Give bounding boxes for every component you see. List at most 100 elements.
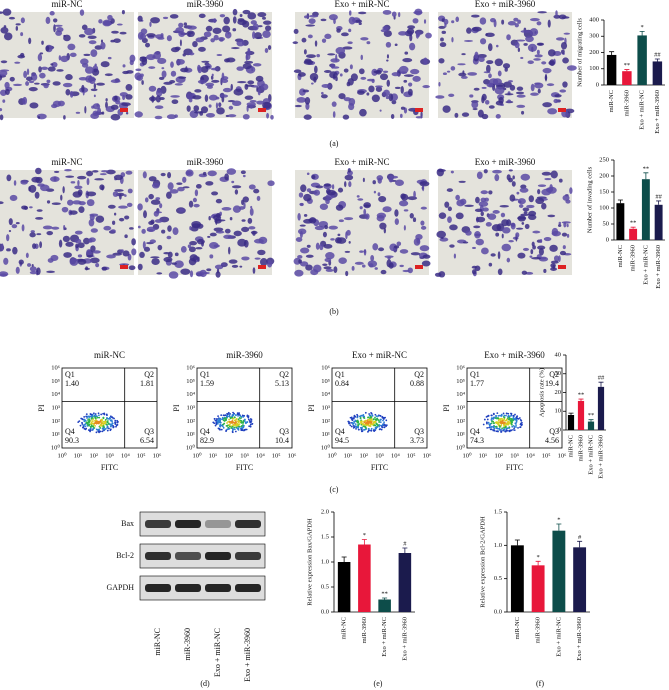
stained-cell <box>295 237 303 242</box>
stained-cell <box>163 251 170 255</box>
stained-cell <box>460 198 467 205</box>
stained-cell <box>250 205 253 209</box>
y-tick-label: 2.0 <box>321 508 329 515</box>
event <box>87 429 90 431</box>
stained-cell <box>86 170 94 177</box>
stained-cell <box>404 51 409 55</box>
stained-cell <box>151 182 160 189</box>
x-axis-label: FITC <box>371 463 388 472</box>
quadrant-name: Q2 <box>549 370 559 379</box>
event <box>226 424 229 427</box>
event <box>81 423 84 425</box>
stained-cell <box>26 68 30 76</box>
significance: ** <box>624 62 631 69</box>
event <box>249 423 252 426</box>
stained-cell <box>293 28 299 34</box>
y-tick-label: 1.5 <box>494 508 502 515</box>
stained-cell <box>294 104 302 108</box>
stained-cell <box>83 237 90 245</box>
stained-cell <box>559 89 567 93</box>
stained-cell <box>451 20 455 24</box>
stained-cell <box>543 236 552 242</box>
stained-cell <box>0 69 10 72</box>
significance: * <box>641 24 644 31</box>
stained-cell <box>246 105 249 112</box>
stained-cell <box>356 195 360 198</box>
event <box>380 428 383 431</box>
stained-cell <box>306 172 310 176</box>
quadrant-name: Q2 <box>144 370 154 379</box>
stained-cell <box>265 25 272 32</box>
stained-cell <box>214 264 224 270</box>
stained-cell <box>483 71 491 74</box>
event <box>374 413 377 416</box>
stained-cell <box>298 259 302 264</box>
stained-cell <box>72 191 82 198</box>
event <box>355 425 358 428</box>
stained-cell <box>545 187 554 193</box>
stained-cell <box>319 203 329 211</box>
stained-cell <box>483 169 488 174</box>
stained-cell <box>88 40 97 45</box>
stained-cell <box>252 267 256 274</box>
stained-cell <box>516 86 524 91</box>
stained-cell <box>207 235 211 238</box>
stained-cell <box>95 215 105 223</box>
event <box>251 423 253 425</box>
stained-cell <box>3 257 9 265</box>
stained-cell <box>171 262 177 265</box>
stained-cell <box>49 176 60 182</box>
event <box>87 421 90 424</box>
y-tick-label: 10² <box>457 418 466 425</box>
event <box>366 421 369 424</box>
event <box>497 430 499 433</box>
stained-cell <box>398 12 401 18</box>
stained-cell <box>148 193 154 200</box>
stained-cell <box>438 82 441 87</box>
x-tick-label: Exo + miR-NC <box>642 245 649 285</box>
stained-cell <box>515 39 526 42</box>
stained-cell <box>299 202 304 207</box>
event <box>98 421 101 424</box>
stained-cell <box>320 94 328 99</box>
stained-cell <box>99 173 107 176</box>
stained-cell <box>543 268 547 274</box>
stained-cell <box>242 113 250 120</box>
stained-cell <box>373 190 377 194</box>
stained-cell <box>252 230 256 236</box>
stained-cell <box>188 246 196 253</box>
stained-cell <box>194 111 203 114</box>
event <box>356 415 359 417</box>
stained-cell <box>304 15 309 19</box>
stained-cell <box>170 70 177 77</box>
quadrant-value: 10.4 <box>275 436 289 445</box>
y-tick-label: 10¹ <box>52 431 61 438</box>
y-tick-label: 10² <box>52 418 61 425</box>
event <box>503 429 506 431</box>
event <box>90 420 92 422</box>
x-tick-label: 10⁵ <box>137 452 146 459</box>
event <box>97 430 100 433</box>
event <box>355 427 357 430</box>
stained-cell <box>46 79 51 84</box>
stained-cell <box>449 244 455 248</box>
event <box>226 422 228 424</box>
stained-cell <box>101 111 105 115</box>
scale-bar <box>258 108 266 112</box>
stained-cell <box>297 213 301 221</box>
stained-cell <box>127 188 133 194</box>
event <box>514 413 516 416</box>
stained-cell <box>541 171 552 176</box>
event <box>372 418 375 421</box>
stained-cell <box>67 43 76 51</box>
event <box>503 425 506 428</box>
event <box>225 419 228 421</box>
stained-cell <box>15 25 19 31</box>
stained-cell <box>81 84 85 93</box>
stained-cell <box>379 222 387 230</box>
event <box>240 427 243 429</box>
band-label: GAPDH <box>106 583 134 592</box>
event <box>236 422 239 425</box>
stained-cell <box>267 45 272 50</box>
stained-cell <box>455 16 460 23</box>
